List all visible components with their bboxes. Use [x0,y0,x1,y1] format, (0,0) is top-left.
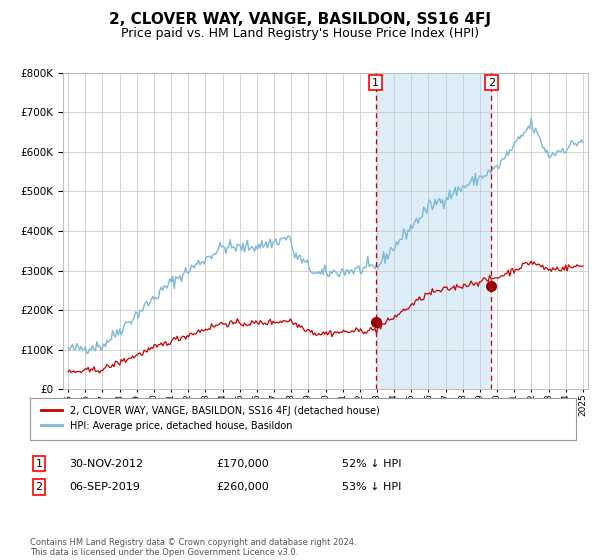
Text: Contains HM Land Registry data © Crown copyright and database right 2024.
This d: Contains HM Land Registry data © Crown c… [30,538,356,557]
Text: 53% ↓ HPI: 53% ↓ HPI [342,482,401,492]
Legend: 2, CLOVER WAY, VANGE, BASILDON, SS16 4FJ (detached house), HPI: Average price, d: 2, CLOVER WAY, VANGE, BASILDON, SS16 4FJ… [38,403,382,434]
Text: 1: 1 [372,77,379,87]
Text: 2: 2 [488,77,495,87]
Text: 2, CLOVER WAY, VANGE, BASILDON, SS16 4FJ: 2, CLOVER WAY, VANGE, BASILDON, SS16 4FJ [109,12,491,27]
Text: £260,000: £260,000 [216,482,269,492]
Text: 2: 2 [35,482,43,492]
Text: 1: 1 [35,459,43,469]
Text: £170,000: £170,000 [216,459,269,469]
Text: 30-NOV-2012: 30-NOV-2012 [69,459,143,469]
Bar [376,73,491,389]
Text: Price paid vs. HM Land Registry's House Price Index (HPI): Price paid vs. HM Land Registry's House … [121,27,479,40]
Text: 06-SEP-2019: 06-SEP-2019 [69,482,140,492]
Text: 52% ↓ HPI: 52% ↓ HPI [342,459,401,469]
